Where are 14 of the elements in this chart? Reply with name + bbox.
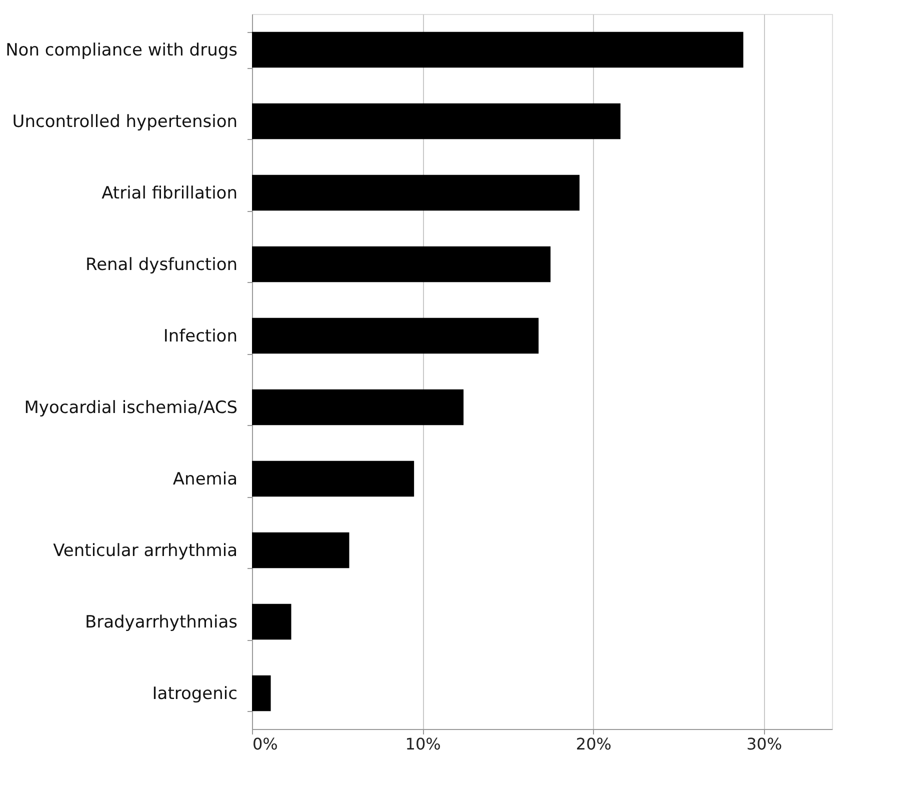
y-tick-label: Bradyarrhythmias [84,612,238,632]
y-tick-label: Non compliance with drugs [6,40,238,60]
x-tick-label: 20% [576,734,612,754]
y-tick-label: Iatrogenic [152,684,238,704]
x-tick-label: 30% [746,734,782,754]
y-tick-label: Anemia [172,469,238,490]
y-tick-label: Atrial fibrillation [102,183,238,204]
y-tick-label: Myocardial ischemia/ACS [24,398,238,418]
y-tick-label: Uncontrolled hypertension [12,112,238,132]
y-tick-label: Infection [163,326,238,346]
x-tick-label: 10% [405,734,441,754]
x-tick-label: 0% [252,734,278,754]
y-tick-label: Renal dysfunction [86,254,238,275]
y-tick-label: Venticular arrhythmia [53,540,238,561]
